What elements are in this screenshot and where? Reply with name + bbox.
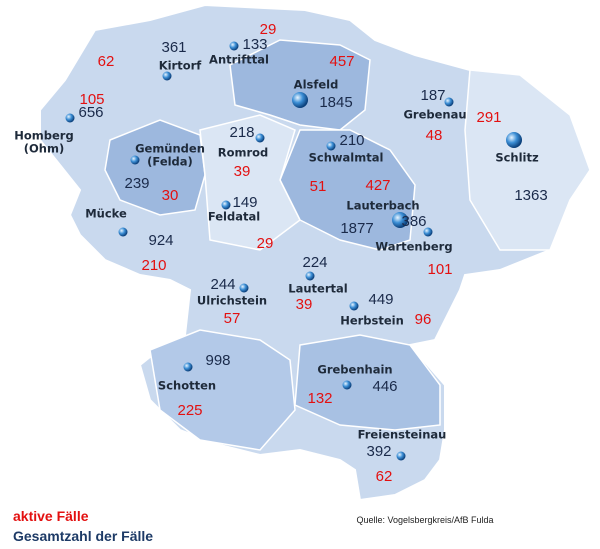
total-cases: 133 bbox=[242, 35, 268, 53]
active-cases: 210 bbox=[141, 256, 167, 274]
town-marker bbox=[130, 155, 140, 165]
town-name: Gemünden (Felda) bbox=[135, 141, 205, 168]
active-cases: 457 bbox=[329, 52, 355, 70]
total-cases: 361 bbox=[161, 38, 187, 56]
town-marker bbox=[292, 92, 308, 108]
active-cases: 427 bbox=[365, 176, 391, 194]
legend-total: Gesamtzahl der Fälle bbox=[13, 528, 154, 544]
active-cases: 29 bbox=[256, 234, 274, 252]
region-alsfeld bbox=[229, 39, 371, 131]
town-name: Lautertal bbox=[288, 281, 348, 296]
total-cases: 149 bbox=[232, 193, 258, 211]
total-cases: 1363 bbox=[514, 186, 548, 204]
active-cases: 29 bbox=[259, 20, 277, 38]
source: Quelle: Vogelsbergkreis/AfB Fulda bbox=[356, 515, 494, 526]
total-cases: 187 bbox=[420, 86, 446, 104]
active-cases: 101 bbox=[427, 260, 453, 278]
town-name: Grebenau bbox=[403, 107, 467, 122]
town-name: Schlitz bbox=[495, 150, 539, 165]
region-schotten bbox=[149, 329, 296, 451]
region-schlitz bbox=[464, 69, 591, 251]
town-marker bbox=[392, 212, 408, 228]
town-name: Herbstein bbox=[340, 313, 404, 328]
town-name: Ulrichstein bbox=[196, 293, 268, 308]
total-cases: 218 bbox=[229, 123, 255, 141]
total-cases: 386 bbox=[401, 212, 427, 230]
town-marker bbox=[423, 227, 433, 237]
active-cases: 62 bbox=[97, 52, 115, 70]
active-cases: 39 bbox=[295, 295, 313, 313]
town-marker bbox=[162, 71, 172, 81]
town-name: Homberg (Ohm) bbox=[14, 128, 74, 155]
total-cases: 1845 bbox=[319, 93, 353, 111]
active-cases: 48 bbox=[425, 126, 443, 144]
active-cases: 291 bbox=[476, 108, 502, 126]
total-cases: 446 bbox=[372, 377, 398, 395]
town-name: Lauterbach bbox=[346, 198, 420, 213]
total-cases: 210 bbox=[339, 131, 365, 149]
active-cases: 39 bbox=[233, 162, 251, 180]
total-cases: 239 bbox=[124, 174, 150, 192]
town-name: Alsfeld bbox=[293, 77, 339, 92]
town-name: Antrifttal bbox=[209, 52, 269, 67]
total-cases: 449 bbox=[368, 290, 394, 308]
active-cases: 57 bbox=[223, 309, 241, 327]
total-cases: 244 bbox=[210, 275, 236, 293]
town-name: Freiensteinau bbox=[357, 427, 447, 442]
town-marker bbox=[221, 200, 231, 210]
region-gemuenden bbox=[104, 119, 206, 216]
total-cases: 998 bbox=[205, 351, 231, 369]
town-marker bbox=[342, 380, 352, 390]
town-name: Grebenhain bbox=[317, 362, 393, 377]
town-name: Schwalmtal bbox=[308, 150, 384, 165]
town-marker bbox=[506, 132, 522, 148]
active-cases: 105 bbox=[79, 90, 105, 108]
total-cases: 1877 bbox=[340, 219, 374, 237]
town-marker bbox=[396, 451, 406, 461]
town-marker bbox=[444, 97, 454, 107]
town-marker bbox=[65, 113, 75, 123]
active-cases: 62 bbox=[375, 467, 393, 485]
town-name: Schotten bbox=[157, 378, 217, 393]
total-cases: 924 bbox=[148, 231, 174, 249]
region-grebenhain bbox=[294, 334, 441, 431]
town-marker bbox=[239, 283, 249, 293]
active-cases: 51 bbox=[309, 177, 327, 195]
town-name: Romrod bbox=[217, 145, 269, 160]
town-marker bbox=[183, 362, 193, 372]
town-marker bbox=[229, 41, 239, 51]
town-name: Kirtorf bbox=[158, 58, 202, 73]
active-cases: 225 bbox=[177, 401, 203, 419]
total-cases: 392 bbox=[366, 442, 392, 460]
total-cases: 656 bbox=[78, 103, 104, 121]
town-marker bbox=[255, 133, 265, 143]
town-name: Feldatal bbox=[207, 209, 261, 224]
active-cases: 96 bbox=[414, 310, 432, 328]
town-marker bbox=[118, 227, 128, 237]
town-marker bbox=[349, 301, 359, 311]
active-cases: 132 bbox=[307, 389, 333, 407]
town-marker bbox=[326, 141, 336, 151]
total-cases: 224 bbox=[302, 253, 328, 271]
legend-active: aktive Fälle bbox=[13, 508, 89, 524]
town-name: Wartenberg bbox=[375, 239, 453, 254]
town-name: Mücke bbox=[85, 206, 127, 221]
active-cases: 30 bbox=[161, 186, 179, 204]
town-marker bbox=[305, 271, 315, 281]
region-feldatal bbox=[199, 114, 301, 251]
